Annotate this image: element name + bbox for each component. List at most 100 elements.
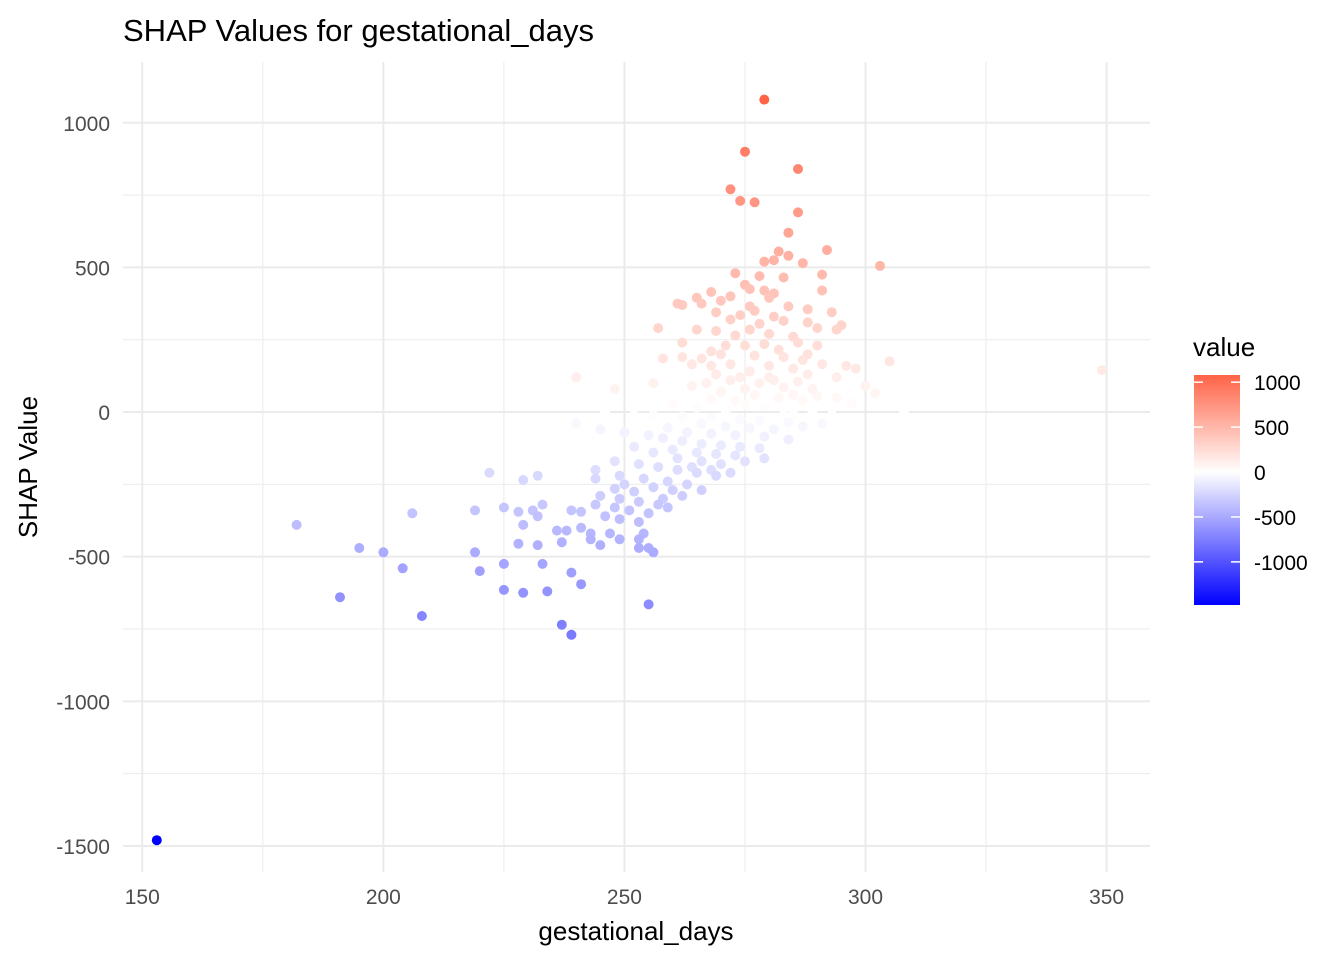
data-point bbox=[822, 245, 832, 255]
data-point bbox=[416, 611, 427, 621]
data-point bbox=[735, 414, 746, 425]
data-point bbox=[484, 467, 495, 478]
x-tick-label: 200 bbox=[366, 886, 401, 909]
data-point bbox=[667, 444, 678, 455]
data-point bbox=[532, 511, 543, 522]
data-point bbox=[759, 401, 770, 412]
data-point bbox=[513, 538, 524, 549]
data-point bbox=[513, 506, 524, 517]
data-point bbox=[677, 490, 688, 501]
data-point bbox=[571, 418, 582, 429]
data-point bbox=[744, 324, 755, 335]
data-point bbox=[740, 146, 750, 157]
data-point bbox=[778, 315, 789, 326]
data-point bbox=[619, 479, 630, 490]
data-point bbox=[498, 502, 509, 513]
data-point bbox=[354, 543, 365, 553]
data-point bbox=[715, 440, 726, 451]
data-point bbox=[691, 402, 702, 413]
data-point bbox=[783, 250, 794, 261]
data-point bbox=[841, 360, 852, 371]
data-point bbox=[629, 486, 640, 497]
legend-ticks: 1000 500 0 -500 -1000 bbox=[1194, 372, 1308, 575]
y-tick-label: -500 bbox=[68, 547, 110, 570]
data-point bbox=[518, 475, 529, 485]
data-point bbox=[600, 407, 611, 417]
data-point bbox=[788, 363, 799, 374]
data-point bbox=[691, 467, 702, 478]
data-point bbox=[648, 547, 659, 558]
legend-label: 1000 bbox=[1254, 372, 1301, 395]
data-point bbox=[643, 430, 654, 441]
data-point bbox=[754, 271, 765, 282]
data-point bbox=[711, 449, 722, 459]
chart-title: SHAP Values for gestational_days bbox=[123, 13, 594, 48]
data-point bbox=[735, 441, 746, 452]
data-point bbox=[744, 422, 755, 433]
data-point bbox=[682, 427, 693, 438]
data-point bbox=[696, 353, 707, 364]
x-tick-label: 150 bbox=[125, 886, 160, 909]
data-point bbox=[706, 428, 717, 439]
data-point bbox=[658, 353, 668, 364]
data-point bbox=[706, 412, 717, 423]
data-point bbox=[797, 421, 808, 432]
y-tick-label: 0 bbox=[98, 402, 110, 425]
grid-minor bbox=[123, 62, 1150, 872]
data-point bbox=[778, 382, 789, 393]
data-point bbox=[648, 482, 659, 493]
data-point bbox=[576, 506, 587, 517]
data-point bbox=[759, 431, 770, 442]
data-point bbox=[590, 499, 601, 510]
data-point bbox=[711, 307, 722, 318]
data-point bbox=[812, 323, 823, 334]
data-point bbox=[788, 389, 799, 400]
data-point bbox=[498, 584, 509, 595]
data-point bbox=[764, 360, 775, 371]
data-point bbox=[672, 464, 683, 475]
data-point bbox=[643, 599, 654, 610]
data-point bbox=[696, 418, 707, 429]
data-point bbox=[609, 483, 620, 494]
data-point bbox=[783, 227, 794, 238]
data-point bbox=[860, 381, 871, 391]
data-point bbox=[711, 326, 722, 336]
data-point bbox=[696, 298, 707, 309]
data-point bbox=[605, 528, 615, 539]
data-point bbox=[768, 311, 779, 322]
x-tick-label: 350 bbox=[1089, 886, 1124, 909]
data-point bbox=[706, 394, 717, 404]
data-point bbox=[609, 456, 620, 467]
data-point bbox=[470, 547, 480, 558]
data-point bbox=[749, 350, 760, 361]
data-point bbox=[518, 587, 529, 598]
data-point bbox=[682, 479, 693, 490]
data-point bbox=[686, 359, 697, 370]
data-point bbox=[653, 323, 664, 334]
data-point bbox=[749, 389, 760, 400]
data-point bbox=[595, 424, 606, 435]
x-tick-label: 250 bbox=[607, 886, 642, 909]
legend: value 1000 500 0 -500 -1000 bbox=[1193, 332, 1308, 605]
data-point bbox=[817, 285, 828, 296]
data-point bbox=[783, 417, 794, 428]
data-point bbox=[735, 372, 746, 383]
data-point bbox=[778, 352, 789, 363]
data-point bbox=[730, 395, 741, 406]
data-point bbox=[633, 496, 644, 507]
data-point bbox=[793, 164, 803, 174]
data-point bbox=[677, 436, 688, 446]
data-point bbox=[759, 94, 770, 105]
data-point bbox=[759, 339, 770, 350]
data-point bbox=[768, 255, 779, 266]
data-point bbox=[614, 470, 625, 481]
data-point bbox=[744, 284, 755, 295]
data-point bbox=[711, 470, 722, 481]
data-point bbox=[614, 493, 625, 504]
data-point bbox=[744, 366, 755, 377]
data-point bbox=[633, 517, 644, 527]
data-point bbox=[701, 378, 712, 389]
data-point bbox=[793, 337, 803, 348]
data-point bbox=[566, 567, 577, 578]
